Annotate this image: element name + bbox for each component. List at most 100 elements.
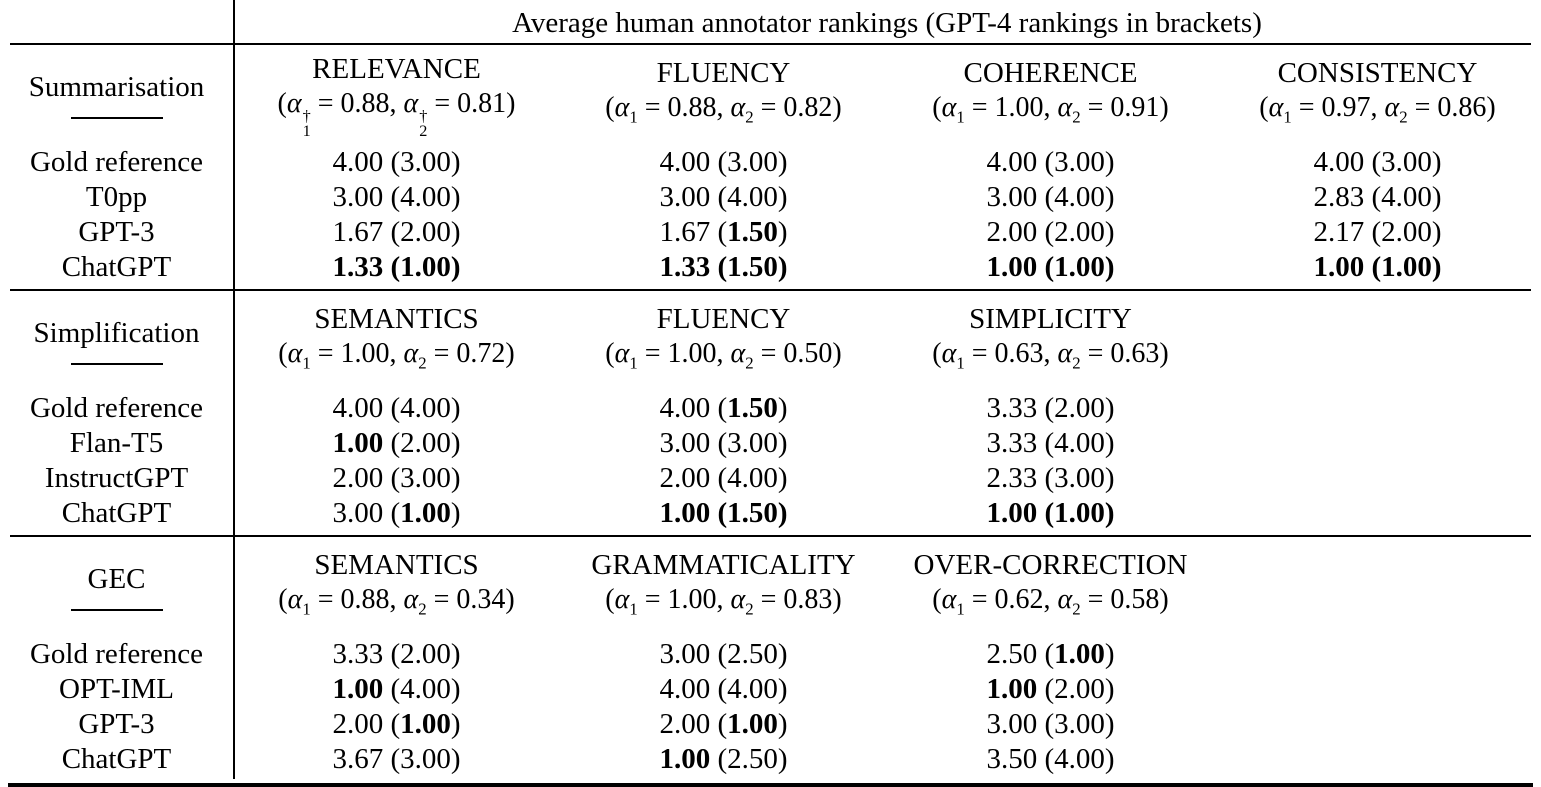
ranking-cell: 1.33 (1.50) [560,251,887,284]
header-rule [10,43,1531,45]
ranking-cell: 1.00 (4.00) [332,673,461,705]
dagger-mark: † [419,107,428,126]
task-cell: Simplification [0,317,233,365]
table-row: GPT-3 2.00 (1.00) 2.00 (1.00) 3.00 (3.00) [0,707,1541,742]
alpha-symbol: α [1268,92,1284,124]
ranking-cell: 1.00 (1.50) [560,497,887,530]
dagger-mark: † [302,107,311,126]
bold-value: 1.00 (1.50) [659,497,788,529]
column-header-cell: SEMANTICS (α1 = 1.00, α2 = 0.72) [233,301,560,381]
alpha-subscript: 2 [418,353,427,373]
alpha-subscript: 1 [302,599,311,619]
ranking-cell: 1.00 (2.00) [332,427,461,459]
alpha-subscript: 2 [745,107,754,127]
table-row: Gold reference 4.00 (3.00) 4.00 (3.00) 4.00… [0,145,1541,180]
alpha-symbol: α [730,92,746,124]
alpha-subscript: 2 [1072,107,1081,127]
alpha-symbol: α [286,88,302,120]
table-row: Gold reference 3.33 (2.00) 3.00 (2.50) 2.50… [0,637,1541,672]
table-row: GPT-3 1.67 (2.00) 1.67 (1.50) 2.00 (2.00) 2.… [0,215,1541,250]
ranking-cell: 3.00 (3.00) [659,427,788,459]
ranking-cell: 4.00 (4.00) [659,673,788,705]
bold-value: 1.00 [1054,638,1105,670]
alpha-symbol: α [403,338,419,370]
ranking-cell: 2.00 (1.00) [332,708,461,740]
agreement-scores: (α1 = 1.00, α2 = 0.91) [932,92,1169,127]
system-name: T0pp [85,181,148,213]
ranking-cell: 2.00 (3.00) [332,462,461,494]
ranking-cell: 1.00 (1.00) [887,497,1214,530]
alpha-subscript: 2 [1399,107,1408,127]
alpha-subscript: 2 [418,599,427,619]
ranking-cell: 3.33 (4.00) [986,427,1115,459]
task-label: GEC [87,563,146,595]
alpha-subscript: 1 [1283,107,1292,127]
criterion-name: GRAMMATICALITY [591,549,856,582]
bold-value: 1.00 (1.00) [986,497,1115,529]
ranking-cell: 2.00 (2.00) [986,216,1115,248]
ranking-cell: 1.00 (2.50) [659,743,788,775]
alpha-subscript: 2 [419,121,428,140]
system-name: OPT-IML [59,673,174,705]
bold-value: 1.00 [400,708,451,740]
agreement-scores: (α1 = 0.88, α2 = 0.34) [278,584,515,619]
ranking-cell: 2.00 (1.00) [659,708,788,740]
alpha-symbol: α [730,584,746,616]
ranking-cell: 2.33 (3.00) [986,462,1115,494]
table-body: Summarisation RELEVANCE (α † 1 = 0.88, α † 2 =… [0,45,1541,781]
alpha-symbol: α [1057,338,1073,370]
ranking-cell: 3.00 (1.00) [332,497,461,529]
criterion-name: CONSISTENCY [1277,57,1478,90]
bottom-rule [8,783,1533,787]
system-name: ChatGPT [61,743,172,775]
ranking-cell: 3.33 (2.00) [332,638,461,670]
ranking-cell: 3.00 (4.00) [986,181,1115,213]
alpha-subscript: 2 [745,353,754,373]
table-header-row: Average human annotator rankings (GPT-4 … [233,3,1541,43]
ranking-cell: 1.00 (1.00) [1214,251,1541,284]
section-gec: GEC SEMANTICS (α1 = 0.88, α2 = 0.34) GRAMMA… [0,537,1541,781]
bold-value: 1.00 (1.00) [986,251,1115,283]
alpha-subscript: 1 [956,107,965,127]
criterion-name: COHERENCE [963,57,1138,90]
ranking-cell: 1.67 (1.50) [659,216,788,248]
alpha-subscript: 1 [302,353,311,373]
section-header-row: Summarisation RELEVANCE (α † 1 = 0.88, α † 2 =… [0,45,1541,145]
task-underline [70,363,163,365]
system-name: Flan-T5 [69,427,164,459]
table-row: ChatGPT 3.00 (1.00) 1.00 (1.50) 1.00 (1.00) [0,496,1541,531]
ranking-cell: 3.33 (2.00) [986,392,1115,424]
table-row: ChatGPT 1.33 (1.00) 1.33 (1.50) 1.00 (1.00)… [0,250,1541,285]
criterion-name: SEMANTICS [314,303,479,336]
criterion-name: SIMPLICITY [969,303,1132,336]
table-row: Gold reference 4.00 (4.00) 4.00 (1.50) 3.33… [0,391,1541,426]
alpha-symbol: α [1384,92,1400,124]
column-header-cell: RELEVANCE (α † 1 = 0.88, α † 2 = 0.81) [233,51,560,138]
bold-value: 1.50 [727,392,778,424]
bold-value: 1.50 [727,216,778,248]
ranking-cell: 3.50 (4.00) [986,743,1115,775]
ranking-cell: 3.00 (4.00) [659,181,788,213]
criterion-name: OVER-CORRECTION [913,549,1188,582]
alpha-symbol: α [730,338,746,370]
bold-value: 1.00 [332,427,384,459]
table-title: Average human annotator rankings (GPT-4 … [512,6,1262,39]
alpha-symbol: α [614,338,630,370]
alpha-symbol: α [614,584,630,616]
table-row: InstructGPT 2.00 (3.00) 2.00 (4.00) 2.33 (3… [0,461,1541,496]
agreement-scores: (α1 = 0.88, α2 = 0.82) [605,92,842,127]
bold-value: 1.00 [332,673,384,705]
system-name: Gold reference [29,146,204,178]
ranking-cell: 1.00 (1.00) [887,251,1214,284]
section-simplification: Simplification SEMANTICS (α1 = 1.00, α2 = … [0,291,1541,535]
system-name: InstructGPT [44,462,189,494]
agreement-scores: (α1 = 1.00, α2 = 0.83) [605,584,842,619]
criterion-name: RELEVANCE [312,53,481,86]
alpha-symbol: α [403,584,419,616]
bold-value: 1.00 [400,497,451,529]
alpha-symbol: α [941,92,957,124]
ranking-cell: 4.00 (4.00) [332,392,461,424]
alpha-symbol: α [1057,92,1073,124]
column-header-cell: CONSISTENCY (α1 = 0.97, α2 = 0.86) [1214,55,1541,135]
